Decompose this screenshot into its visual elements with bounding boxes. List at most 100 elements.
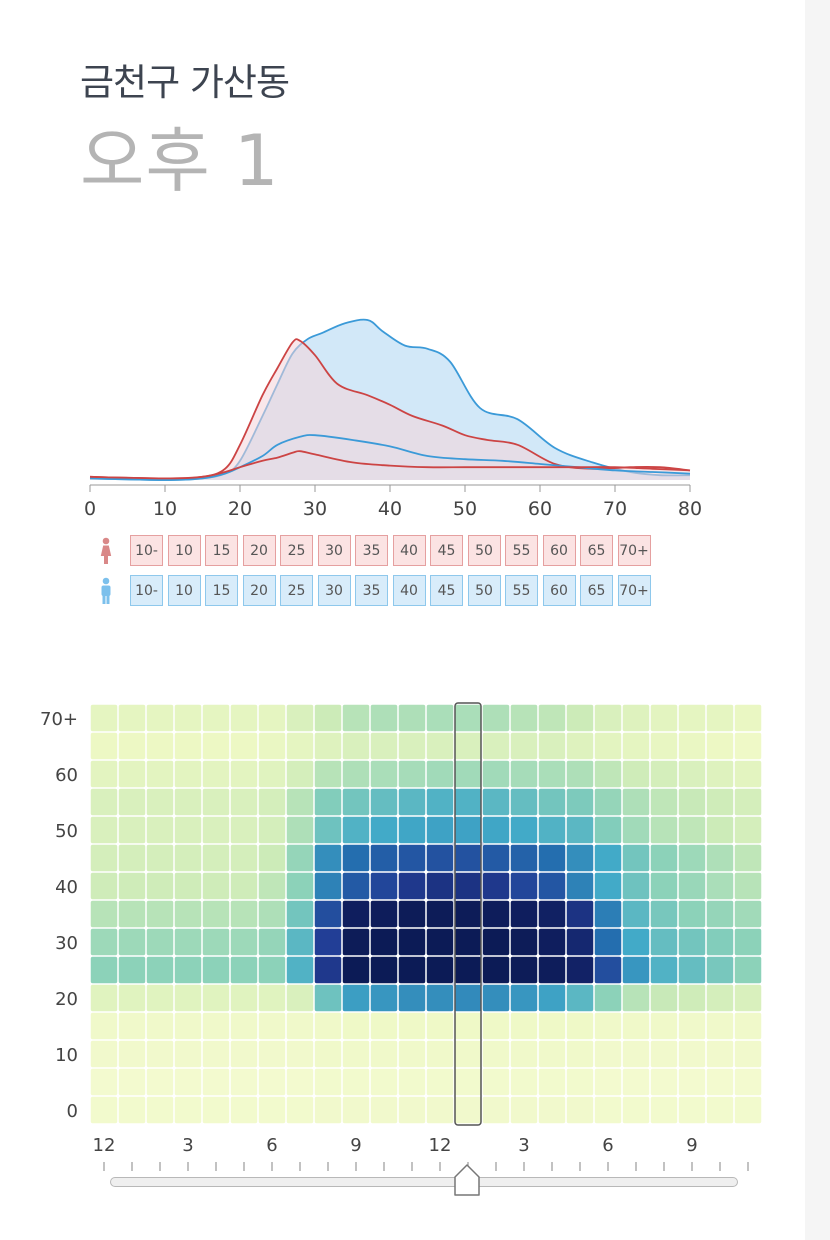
heatmap-cell[interactable]: [202, 704, 230, 732]
heatmap-cell[interactable]: [482, 900, 510, 928]
heatmap-cell[interactable]: [426, 872, 454, 900]
female-age-button[interactable]: 25: [280, 535, 313, 566]
heatmap-cell[interactable]: [454, 704, 482, 732]
heatmap-cell[interactable]: [398, 1068, 426, 1096]
heatmap-cell[interactable]: [650, 816, 678, 844]
heatmap-cell[interactable]: [678, 844, 706, 872]
female-age-button[interactable]: 10: [167, 535, 201, 566]
heatmap-cell[interactable]: [398, 1040, 426, 1068]
heatmap-cell[interactable]: [314, 788, 342, 816]
heatmap-cell[interactable]: [118, 984, 146, 1012]
heatmap-cell[interactable]: [454, 984, 482, 1012]
heatmap-cell[interactable]: [398, 984, 426, 1012]
heatmap-cell[interactable]: [258, 900, 286, 928]
heatmap-cell[interactable]: [146, 816, 174, 844]
heatmap-cell[interactable]: [370, 928, 398, 956]
heatmap-cell[interactable]: [174, 844, 202, 872]
heatmap-cell[interactable]: [538, 788, 566, 816]
heatmap-cell[interactable]: [314, 1096, 342, 1124]
heatmap-cell[interactable]: [202, 1040, 230, 1068]
heatmap-cell[interactable]: [286, 1012, 314, 1040]
heatmap-cell[interactable]: [370, 760, 398, 788]
heatmap-cell[interactable]: [622, 844, 650, 872]
heatmap-cell[interactable]: [90, 732, 118, 760]
heatmap-cell[interactable]: [510, 760, 538, 788]
heatmap-cell[interactable]: [258, 732, 286, 760]
heatmap-cell[interactable]: [174, 704, 202, 732]
heatmap-cell[interactable]: [566, 704, 594, 732]
heatmap-cell[interactable]: [678, 900, 706, 928]
male-age-button[interactable]: 25: [280, 575, 313, 606]
heatmap-cell[interactable]: [426, 788, 454, 816]
heatmap-cell[interactable]: [314, 1040, 342, 1068]
heatmap-cell[interactable]: [286, 928, 314, 956]
heatmap-cell[interactable]: [118, 732, 146, 760]
heatmap-cell[interactable]: [174, 1096, 202, 1124]
heatmap-cell[interactable]: [342, 984, 370, 1012]
heatmap-cell[interactable]: [594, 928, 622, 956]
heatmap-cell[interactable]: [454, 1012, 482, 1040]
heatmap-cell[interactable]: [258, 816, 286, 844]
heatmap-cell[interactable]: [482, 956, 510, 984]
heatmap-cell[interactable]: [286, 732, 314, 760]
heatmap-cell[interactable]: [314, 844, 342, 872]
heatmap-cell[interactable]: [650, 984, 678, 1012]
heatmap-cell[interactable]: [342, 900, 370, 928]
heatmap-cell[interactable]: [482, 760, 510, 788]
heatmap-cell[interactable]: [426, 984, 454, 1012]
heatmap-cell[interactable]: [426, 928, 454, 956]
heatmap-cell[interactable]: [594, 788, 622, 816]
heatmap-cell[interactable]: [342, 1040, 370, 1068]
heatmap-cell[interactable]: [650, 732, 678, 760]
female-age-button[interactable]: 60: [542, 535, 576, 566]
heatmap-cell[interactable]: [454, 928, 482, 956]
heatmap-cell[interactable]: [370, 956, 398, 984]
heatmap-cell[interactable]: [90, 816, 118, 844]
heatmap-cell[interactable]: [146, 732, 174, 760]
heatmap-cell[interactable]: [650, 928, 678, 956]
heatmap-cell[interactable]: [538, 760, 566, 788]
heatmap-cell[interactable]: [594, 1068, 622, 1096]
heatmap-cell[interactable]: [118, 760, 146, 788]
heatmap-cell[interactable]: [146, 1012, 174, 1040]
heatmap-cell[interactable]: [706, 1096, 734, 1124]
heatmap-cell[interactable]: [314, 928, 342, 956]
heatmap-cell[interactable]: [510, 928, 538, 956]
heatmap-cell[interactable]: [342, 1068, 370, 1096]
heatmap-cell[interactable]: [594, 900, 622, 928]
heatmap-cell[interactable]: [230, 928, 258, 956]
heatmap-cell[interactable]: [202, 844, 230, 872]
heatmap-cell[interactable]: [398, 872, 426, 900]
heatmap-cell[interactable]: [706, 760, 734, 788]
heatmap-cell[interactable]: [370, 704, 398, 732]
heatmap-cell[interactable]: [146, 1096, 174, 1124]
heatmap-cell[interactable]: [594, 816, 622, 844]
heatmap-cell[interactable]: [426, 704, 454, 732]
heatmap-cell[interactable]: [706, 732, 734, 760]
heatmap-cell[interactable]: [426, 1096, 454, 1124]
heatmap-cell[interactable]: [398, 1096, 426, 1124]
heatmap-cell[interactable]: [622, 956, 650, 984]
female-age-button[interactable]: 70+: [617, 535, 651, 566]
heatmap-cell[interactable]: [146, 872, 174, 900]
heatmap-cell[interactable]: [650, 872, 678, 900]
heatmap-cell[interactable]: [398, 732, 426, 760]
heatmap-cell[interactable]: [342, 704, 370, 732]
heatmap-cell[interactable]: [594, 844, 622, 872]
heatmap-cell[interactable]: [314, 704, 342, 732]
heatmap-cell[interactable]: [258, 760, 286, 788]
heatmap-cell[interactable]: [118, 928, 146, 956]
heatmap-cell[interactable]: [398, 760, 426, 788]
heatmap-cell[interactable]: [398, 900, 426, 928]
female-age-button[interactable]: 55: [505, 535, 538, 566]
heatmap-cell[interactable]: [286, 760, 314, 788]
heatmap-cell[interactable]: [510, 732, 538, 760]
heatmap-cell[interactable]: [594, 984, 622, 1012]
male-age-button[interactable]: 30: [317, 575, 351, 606]
heatmap-cell[interactable]: [174, 732, 202, 760]
heatmap-cell[interactable]: [566, 956, 594, 984]
male-age-button[interactable]: 65: [580, 575, 613, 606]
heatmap-cell[interactable]: [146, 1040, 174, 1068]
heatmap-cell[interactable]: [174, 956, 202, 984]
heatmap-cell[interactable]: [706, 788, 734, 816]
